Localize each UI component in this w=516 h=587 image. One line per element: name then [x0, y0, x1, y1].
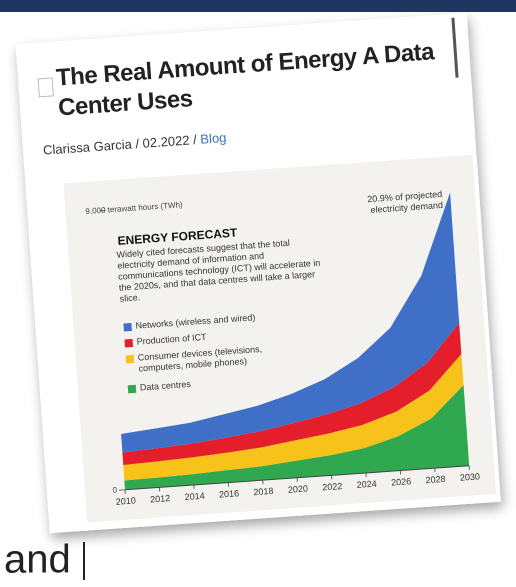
x-tick-label: 2016 [219, 488, 240, 499]
top-bar [0, 0, 516, 12]
x-tick-label: 2022 [322, 481, 343, 492]
category-link[interactable]: Blog [199, 129, 227, 147]
x-tick-label: 2026 [391, 476, 412, 487]
scroll-bar [451, 17, 459, 78]
x-tick-label: 2012 [150, 493, 171, 504]
legend-swatch [123, 322, 132, 332]
sep: / [192, 131, 198, 148]
area [124, 385, 470, 490]
x-tick-label: 2010 [115, 495, 136, 506]
legend-swatch [125, 354, 135, 364]
x-tick-label: 2014 [184, 491, 205, 502]
legend-swatch [127, 384, 137, 394]
sep: / [134, 136, 140, 152]
x-axis [124, 465, 470, 491]
x-tick-label: 2020 [288, 483, 309, 494]
area [123, 354, 464, 481]
x-tick-label: 2024 [356, 479, 377, 490]
blog-card: The Real Amount of Energy A Data Center … [15, 12, 501, 534]
area [122, 322, 462, 465]
legend-swatch [124, 338, 134, 348]
x-tick-label: 2018 [253, 486, 274, 497]
chart: 09,000 terawatt hours (TWh)2010 2012 2014 2… [85, 189, 481, 507]
x-tick-label: 2030 [460, 471, 481, 482]
footer-text: and [4, 538, 71, 582]
doc-icon [37, 77, 54, 98]
x-tick-label: 2028 [425, 474, 446, 485]
description-box: Widely cited forecasts suggest that the … [116, 238, 320, 304]
y-tick-label: 0 [112, 485, 118, 494]
date: 02.2022 [142, 132, 191, 151]
area [121, 192, 460, 453]
